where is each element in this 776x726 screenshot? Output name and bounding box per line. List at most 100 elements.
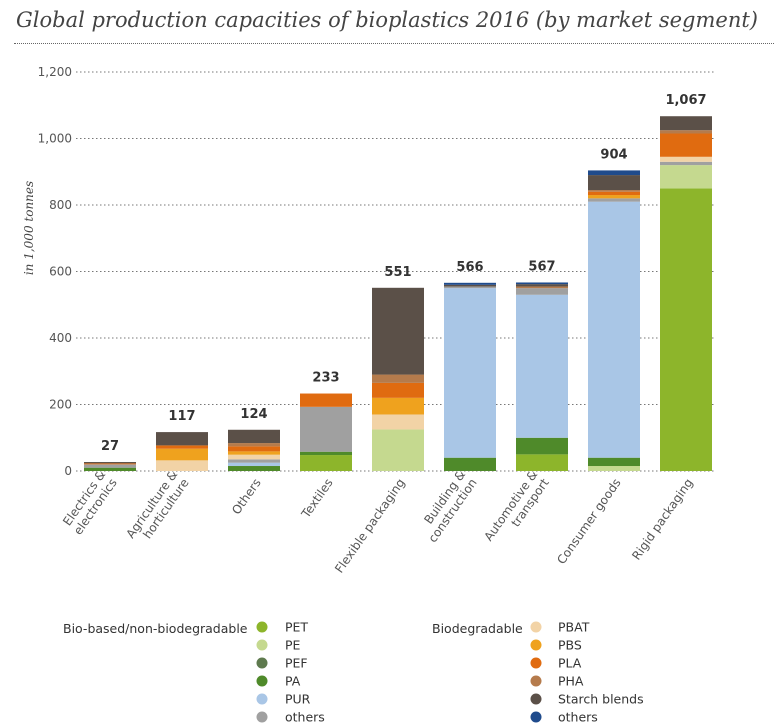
bar-stack bbox=[84, 462, 136, 471]
bar-segment bbox=[660, 116, 712, 131]
legend-swatch bbox=[530, 675, 542, 687]
bar-segment bbox=[588, 191, 640, 196]
bar-segment bbox=[516, 282, 568, 285]
bar-stack bbox=[372, 287, 424, 471]
legend-swatch bbox=[530, 621, 542, 633]
bar-segment bbox=[660, 188, 712, 471]
bar-segment bbox=[228, 443, 280, 447]
chart-title: Global production capacities of bioplast… bbox=[16, 8, 758, 32]
y-axis-label: in 1,000 tonnes bbox=[22, 181, 36, 275]
bar-segment bbox=[516, 286, 568, 289]
legend-swatch bbox=[530, 639, 542, 651]
bar-stack bbox=[516, 282, 568, 471]
bar-total-label: 117 bbox=[168, 409, 195, 424]
category-label: Consumer goods bbox=[554, 476, 624, 567]
bar-segment bbox=[228, 454, 280, 460]
legend-group-title: Biodegradable bbox=[432, 621, 523, 636]
legend-label: others bbox=[285, 710, 325, 725]
x-axis-categories: Electrics &electronics Agriculture &horti… bbox=[60, 468, 696, 576]
bar-segment bbox=[444, 282, 496, 285]
bar-segment bbox=[228, 446, 280, 452]
category-label-line: Textiles bbox=[298, 476, 336, 521]
category-label: Automotive &transport bbox=[481, 468, 551, 544]
bar-segment bbox=[588, 198, 640, 202]
bar-segment bbox=[516, 437, 568, 455]
title-divider bbox=[14, 43, 774, 44]
category-label: Rigid packaging bbox=[629, 476, 695, 563]
legend-swatch bbox=[256, 711, 268, 723]
bar-segment bbox=[228, 451, 280, 455]
bar-segment bbox=[660, 156, 712, 162]
bar-stack bbox=[156, 432, 208, 471]
legend-swatch bbox=[256, 693, 268, 705]
legend-label: PLA bbox=[558, 656, 582, 671]
category-label: Agriculture &horticulture bbox=[123, 468, 191, 541]
category-label: Electrics &electronics bbox=[60, 468, 120, 537]
legend-label: PEF bbox=[285, 656, 308, 671]
legend-label: PBAT bbox=[558, 620, 590, 635]
legend-swatch bbox=[256, 621, 268, 633]
bar-segment bbox=[300, 451, 352, 456]
bar-segment bbox=[372, 287, 424, 375]
legend-swatch bbox=[530, 657, 542, 669]
legend-label: PBS bbox=[558, 638, 582, 653]
category-label: Others bbox=[229, 476, 264, 517]
bar-stack bbox=[300, 393, 352, 471]
bar-segment bbox=[372, 414, 424, 430]
category-label: Building &construction bbox=[421, 468, 479, 545]
bar-segment bbox=[228, 429, 280, 444]
category-label-line: Consumer goods bbox=[554, 476, 624, 567]
bar-total-label: 124 bbox=[240, 407, 267, 422]
bar-segment bbox=[588, 201, 640, 458]
bar-segment bbox=[660, 130, 712, 134]
y-tick-label: 600 bbox=[49, 265, 72, 279]
category-label-line: Flexible packaging bbox=[332, 476, 408, 576]
bars bbox=[84, 116, 712, 471]
bar-segment bbox=[156, 432, 208, 446]
y-tick-label: 800 bbox=[49, 198, 72, 212]
legend-swatch bbox=[256, 675, 268, 687]
bar-segment bbox=[444, 286, 496, 289]
y-tick-label: 200 bbox=[49, 398, 72, 412]
bar-total-label: 566 bbox=[456, 260, 483, 275]
bar-total-label: 1,067 bbox=[665, 93, 706, 108]
bar-segment bbox=[84, 462, 136, 464]
bar-segment bbox=[660, 133, 712, 157]
category-label: Textiles bbox=[298, 476, 336, 521]
bar-segment bbox=[372, 374, 424, 383]
legend-label: PHA bbox=[558, 674, 584, 689]
bar-segment bbox=[444, 284, 496, 287]
bar-total-label: 567 bbox=[528, 259, 555, 274]
bar-stack bbox=[588, 170, 640, 471]
bar-segment bbox=[516, 294, 568, 438]
legend-swatch bbox=[530, 693, 542, 705]
legend-swatch bbox=[256, 639, 268, 651]
bar-stack bbox=[228, 429, 280, 471]
legend-label: PE bbox=[285, 638, 301, 653]
bar-stack bbox=[660, 116, 712, 471]
bar-segment bbox=[84, 464, 136, 468]
bar-segment bbox=[84, 467, 136, 471]
bar-segment bbox=[588, 195, 640, 199]
bar-total-label: 904 bbox=[600, 147, 627, 162]
y-axis-ticks: 0 200 400 600 800 1,000 1,200 bbox=[38, 65, 72, 478]
legend-label: Starch blends bbox=[558, 692, 644, 707]
bar-segment bbox=[588, 170, 640, 176]
legend: Bio-based/non-biodegradable PET PE PEF PA PUR… bbox=[63, 620, 644, 725]
bar-segment bbox=[588, 175, 640, 191]
legend-group-title: Bio-based/non-biodegradable bbox=[63, 621, 248, 636]
bar-segment bbox=[372, 397, 424, 415]
bar-total-label: 233 bbox=[312, 371, 339, 386]
bar-segment bbox=[444, 288, 496, 458]
y-tick-label: 1,200 bbox=[38, 65, 72, 79]
legend-label: PA bbox=[285, 674, 301, 689]
bar-segment bbox=[228, 466, 280, 471]
bar-segment bbox=[444, 457, 496, 471]
bar-total-label: 27 bbox=[101, 439, 119, 454]
bar-segment bbox=[660, 161, 712, 166]
bar-segment bbox=[156, 448, 208, 461]
bar-segment bbox=[372, 382, 424, 398]
bar-segment bbox=[588, 466, 640, 471]
legend-label: PUR bbox=[285, 692, 311, 707]
